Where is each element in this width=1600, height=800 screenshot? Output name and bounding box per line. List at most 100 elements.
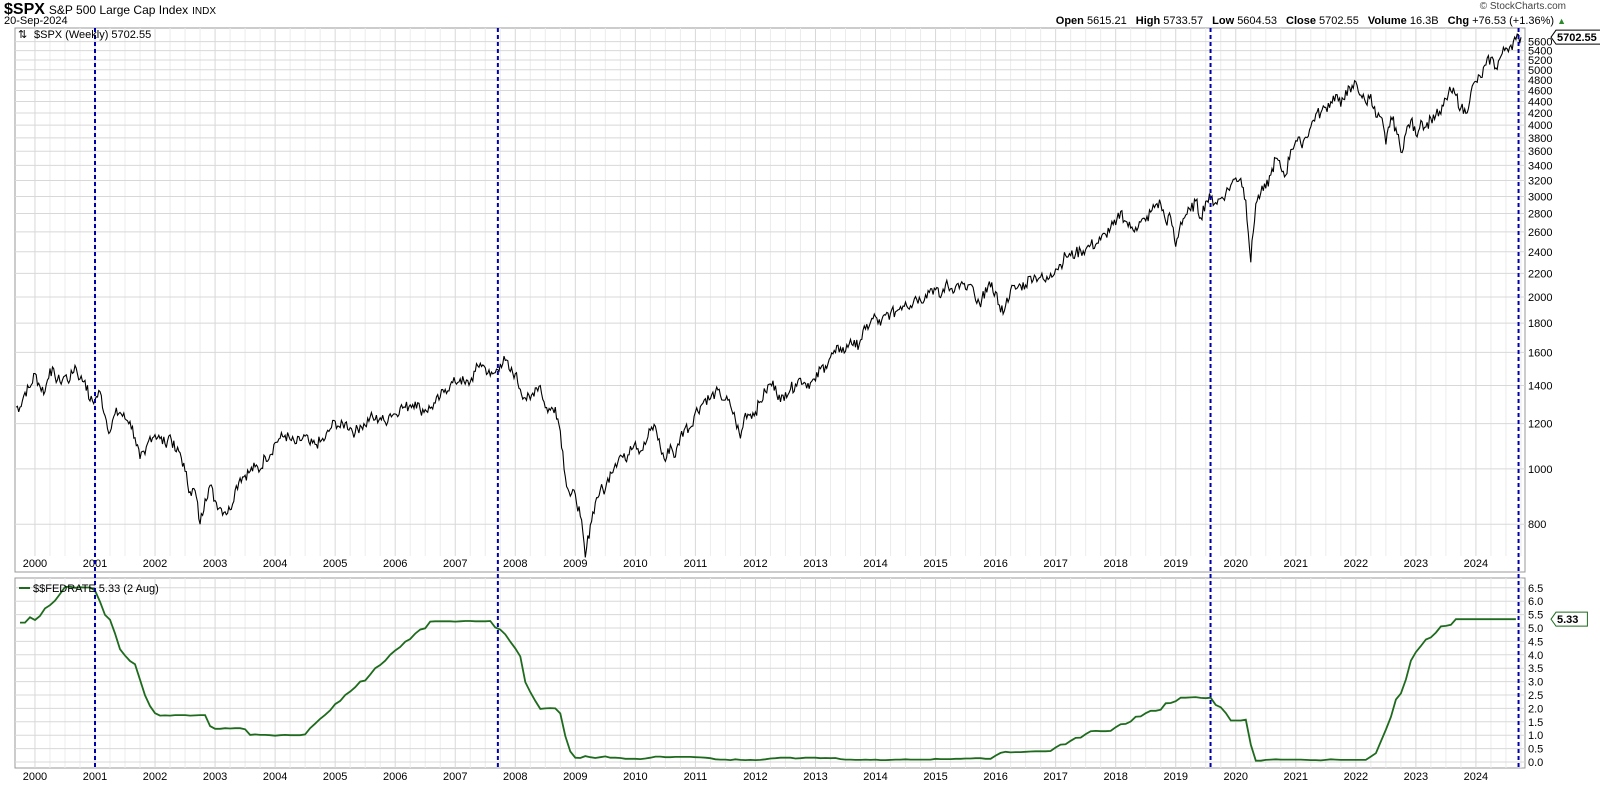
x-tick-label-fedrate: 2023 <box>1404 771 1428 783</box>
x-tick-label-price: 2015 <box>923 558 947 570</box>
x-tick-label-price: 2002 <box>143 558 167 570</box>
y-tick-label-price: 2200 <box>1528 268 1552 280</box>
close-value: 5702.55 <box>1319 15 1359 27</box>
price-last-value-text: 5702.55 <box>1557 32 1597 44</box>
x-tick-label-fedrate: 2021 <box>1284 771 1308 783</box>
x-tick-label-fedrate: 2018 <box>1103 771 1127 783</box>
x-tick-label-fedrate: 2017 <box>1043 771 1067 783</box>
close-label: Close <box>1286 15 1316 27</box>
x-tick-label-price: 2005 <box>323 558 347 570</box>
x-tick-label-price: 2013 <box>803 558 827 570</box>
y-tick-label-fedrate: 0.5 <box>1528 744 1543 756</box>
x-tick-label-fedrate: 2011 <box>684 771 708 783</box>
y-tick-label-price: 2800 <box>1528 209 1552 221</box>
x-tick-label-price: 2004 <box>263 558 287 570</box>
price-legend-text: $SPX (Weekly) 5702.55 <box>34 29 151 41</box>
x-tick-label-fedrate: 2020 <box>1224 771 1248 783</box>
volume-value: 16.3B <box>1409 15 1439 27</box>
fedrate-last-value-text: 5.33 <box>1557 614 1578 626</box>
y-tick-label-price: 800 <box>1528 519 1546 531</box>
x-tick-label-fedrate: 2009 <box>563 771 587 783</box>
y-tick-label-fedrate: 5.5 <box>1528 610 1543 622</box>
y-tick-label-price: 2600 <box>1528 227 1552 239</box>
x-tick-label-fedrate: 2014 <box>863 771 887 783</box>
y-tick-label-fedrate: 6.5 <box>1528 583 1543 595</box>
chg-value: +76.53 (+1.36%) <box>1472 15 1555 27</box>
x-tick-label-price: 2000 <box>23 558 47 570</box>
y-tick-label-price: 3200 <box>1528 175 1552 187</box>
x-tick-label-fedrate: 2006 <box>383 771 407 783</box>
y-tick-label-price: 3800 <box>1528 133 1552 145</box>
low-label: Low <box>1212 15 1235 27</box>
y-tick-label-fedrate: 3.5 <box>1528 663 1543 675</box>
x-tick-label-price: 2019 <box>1163 558 1187 570</box>
y-tick-label-price: 5400 <box>1528 46 1552 58</box>
x-tick-label-price: 2011 <box>684 558 708 570</box>
y-tick-label-fedrate: 0.0 <box>1528 757 1543 769</box>
price-legend: ⇅ $SPX (Weekly) 5702.55 <box>18 29 151 41</box>
x-tick-label-fedrate: 2024 <box>1464 771 1488 783</box>
y-tick-label-price: 1800 <box>1528 318 1552 330</box>
x-tick-label-fedrate: 2019 <box>1163 771 1187 783</box>
open-value: 5615.21 <box>1086 15 1127 27</box>
x-tick-label-fedrate: 2022 <box>1344 771 1368 783</box>
y-tick-label-price: 4000 <box>1528 120 1552 132</box>
y-tick-label-price: 1200 <box>1528 419 1552 431</box>
x-tick-label-price: 2012 <box>743 558 767 570</box>
exchange: INDX <box>192 6 217 17</box>
x-tick-label-price: 2016 <box>983 558 1007 570</box>
x-tick-label-price: 2017 <box>1043 558 1067 570</box>
x-tick-label-price: 2020 <box>1224 558 1248 570</box>
x-tick-label-price: 2010 <box>623 558 647 570</box>
copyright: © StockCharts.com <box>1479 1 1566 12</box>
y-tick-label-fedrate: 6.0 <box>1528 596 1543 608</box>
y-tick-label-price: 4800 <box>1528 75 1552 87</box>
x-tick-label-price: 2021 <box>1284 558 1308 570</box>
volume-label: Volume <box>1367 15 1407 27</box>
x-tick-label-fedrate: 2003 <box>203 771 227 783</box>
y-tick-label-fedrate: 5.0 <box>1528 623 1543 635</box>
y-tick-label-price: 2000 <box>1528 292 1552 304</box>
y-tick-label-price: 4400 <box>1528 96 1552 108</box>
chart-date: 20-Sep-2024 <box>4 15 68 27</box>
x-tick-label-price: 2022 <box>1344 558 1368 570</box>
ohlc-summary: Open 5615.21 High 5733.57 Low 5604.53 Cl… <box>1050 15 1566 27</box>
x-tick-label-fedrate: 2007 <box>443 771 467 783</box>
y-tick-label-price: 3600 <box>1528 146 1552 158</box>
y-tick-label-price: 5200 <box>1528 55 1552 67</box>
chg-label: Chg <box>1447 15 1470 27</box>
y-tick-label-fedrate: 3.0 <box>1528 677 1543 689</box>
low-value: 5604.53 <box>1237 15 1277 27</box>
x-tick-label-fedrate: 2016 <box>983 771 1007 783</box>
x-tick-label-price: 2018 <box>1103 558 1127 570</box>
y-tick-label-price: 1000 <box>1528 464 1552 476</box>
x-tick-label-price: 2024 <box>1464 558 1488 570</box>
fedrate-last-value: 5.33 <box>1550 611 1588 627</box>
x-tick-label-fedrate: 2004 <box>263 771 287 783</box>
symbol: $SPX <box>4 1 45 18</box>
fedrate-legend: $$FEDRATE 5.33 (2 Aug) <box>19 583 159 595</box>
y-tick-label-fedrate: 2.5 <box>1528 690 1543 702</box>
fedrate-last-value-box <box>1550 611 1588 627</box>
x-tick-label-price: 2023 <box>1404 558 1428 570</box>
y-tick-label-price: 1400 <box>1528 380 1552 392</box>
x-tick-label-fedrate: 2000 <box>23 771 47 783</box>
high-value: 5733.57 <box>1163 15 1204 27</box>
y-tick-label-price: 4200 <box>1528 108 1552 120</box>
y-tick-label-price: 1600 <box>1528 347 1552 359</box>
x-tick-label-fedrate: 2002 <box>143 771 167 783</box>
x-tick-label-price: 2006 <box>383 558 407 570</box>
y-tick-label-fedrate: 1.0 <box>1528 730 1543 742</box>
chart-title: $SPX S&P 500 Large Cap Index INDX <box>4 1 216 19</box>
y-tick-label-price: 2400 <box>1528 247 1552 259</box>
y-tick-label-price: 3000 <box>1528 191 1552 203</box>
x-tick-label-price: 2008 <box>503 558 527 570</box>
symbol-name: S&P 500 Large Cap Index <box>48 3 189 17</box>
y-tick-label-fedrate: 4.5 <box>1528 636 1543 648</box>
x-tick-label-fedrate: 2008 <box>503 771 527 783</box>
price-last-value: 5702.55 <box>1550 29 1600 45</box>
x-tick-label-fedrate: 2005 <box>323 771 347 783</box>
open-label: Open <box>1055 15 1084 27</box>
up-triangle-icon: ▲ <box>1557 16 1566 26</box>
